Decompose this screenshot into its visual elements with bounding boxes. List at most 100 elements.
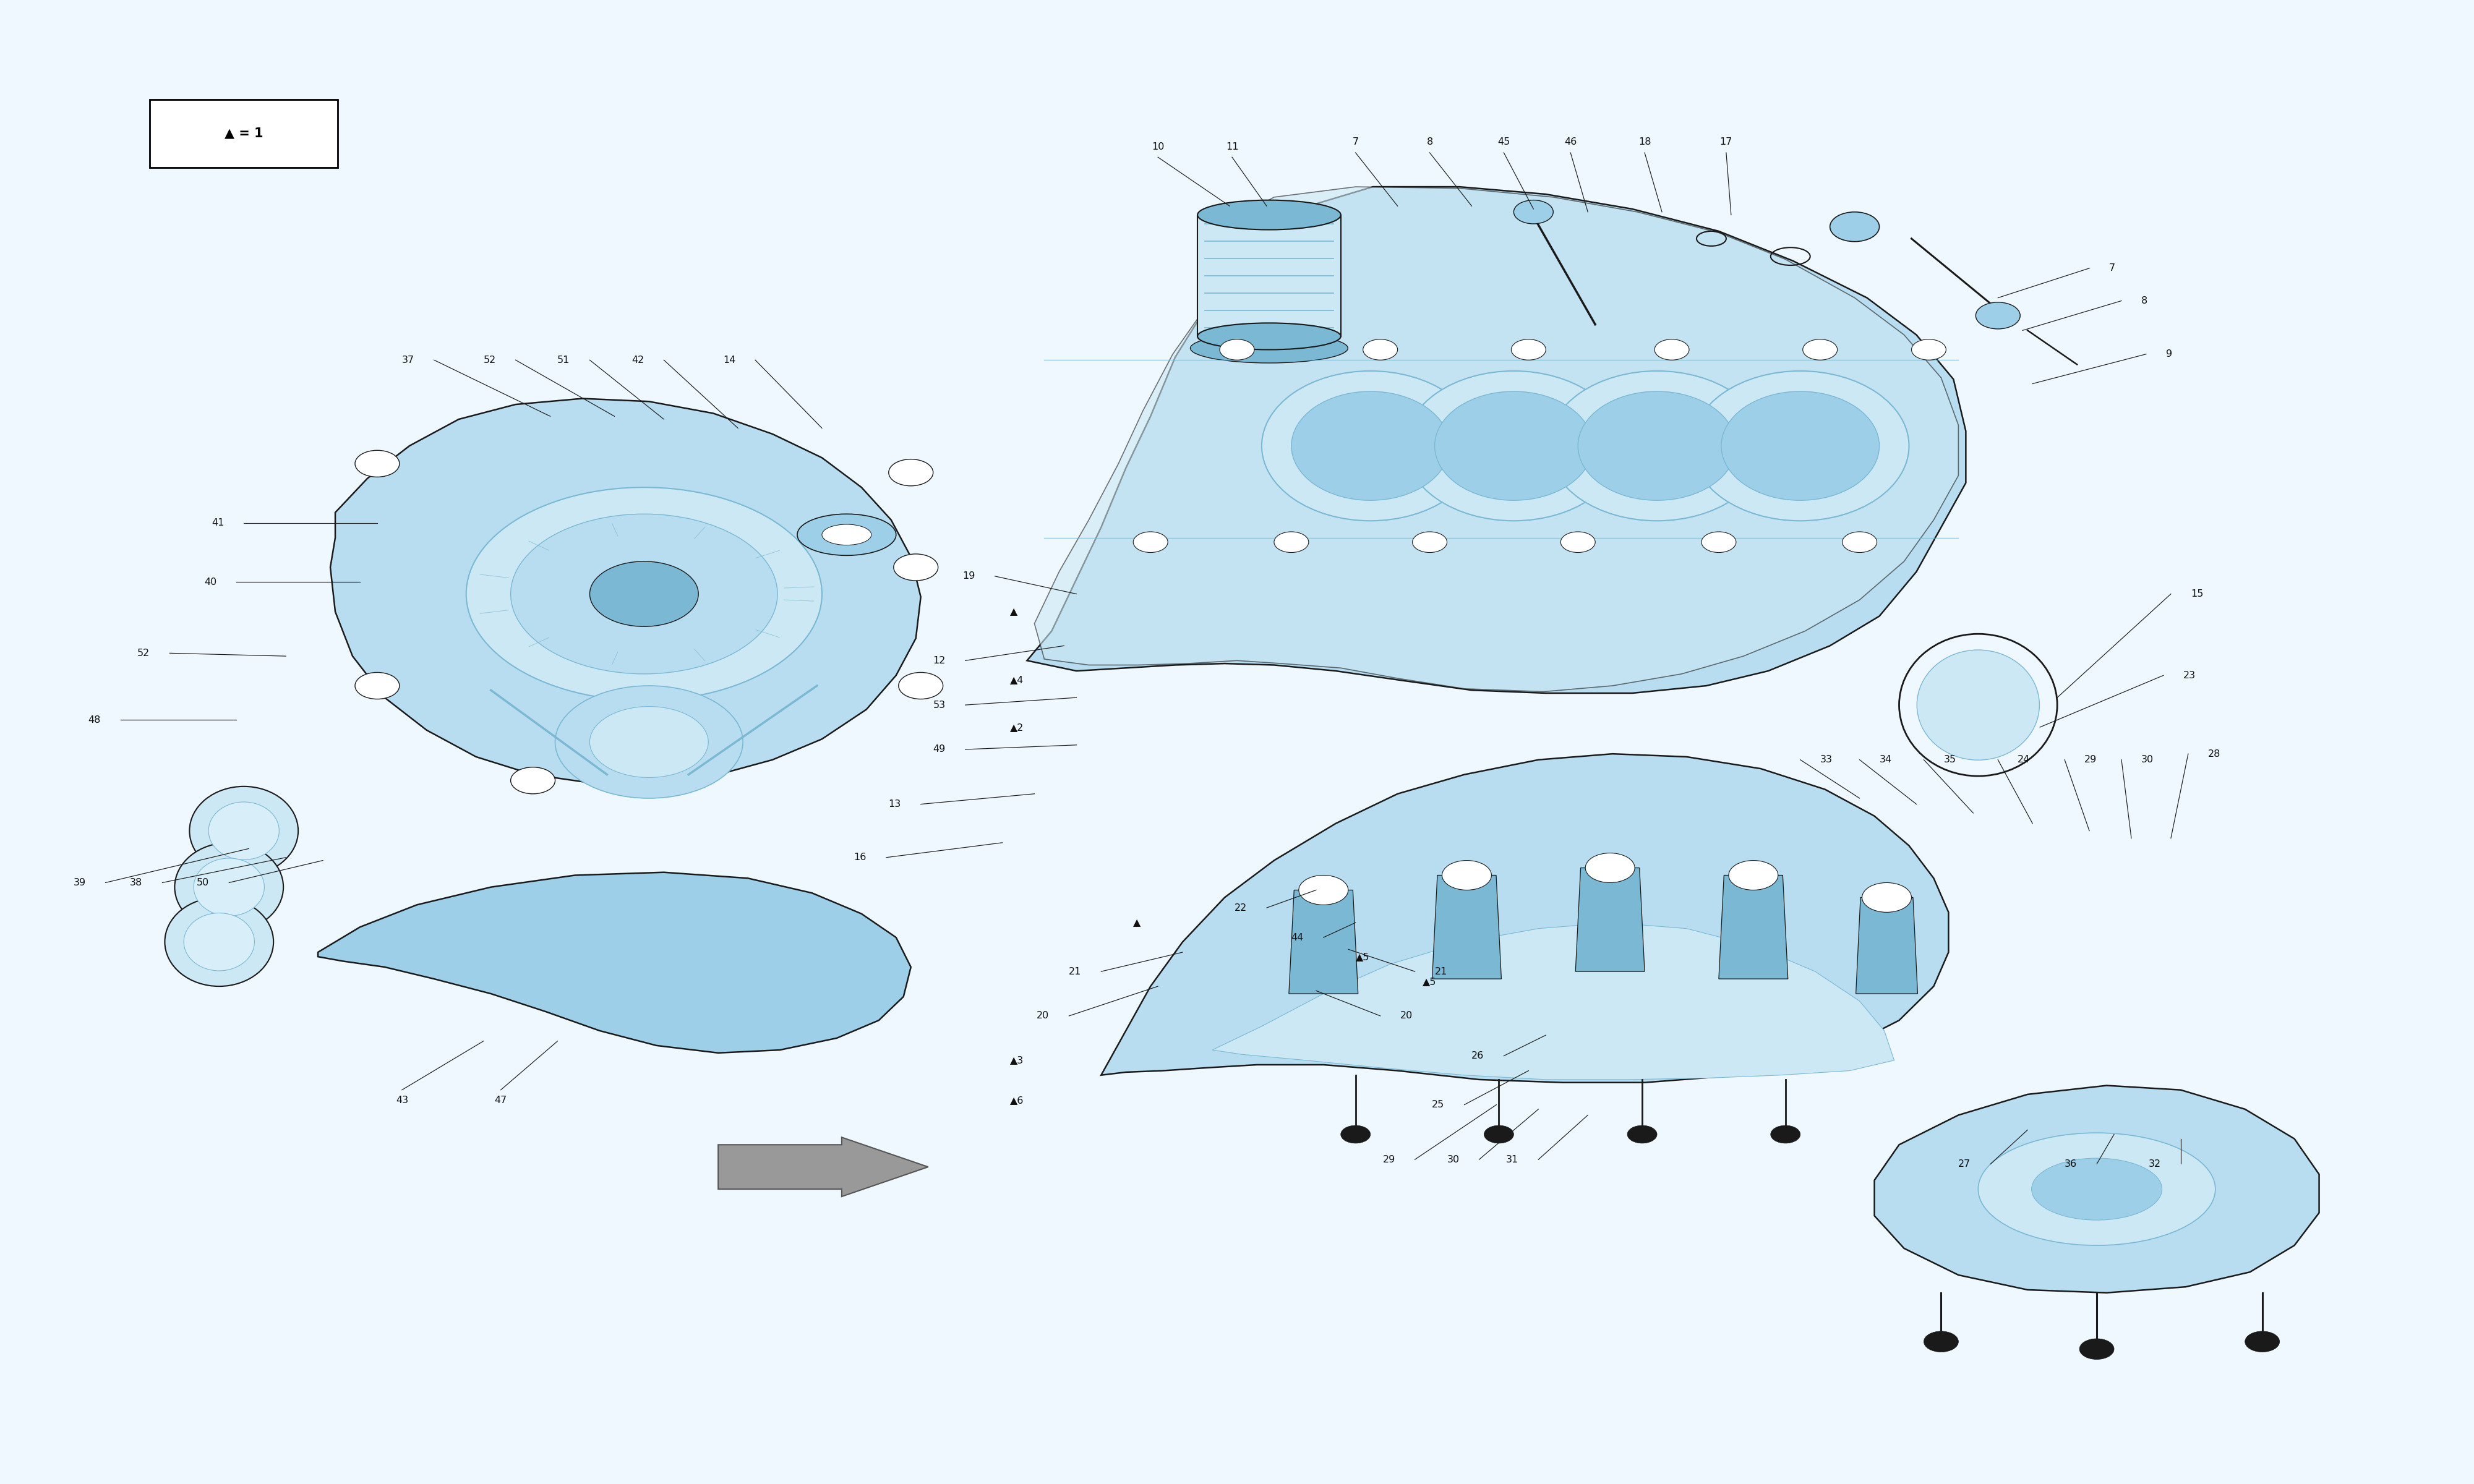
Circle shape bbox=[1912, 340, 1947, 361]
Circle shape bbox=[1655, 340, 1690, 361]
Ellipse shape bbox=[1435, 392, 1593, 500]
Ellipse shape bbox=[1190, 334, 1348, 364]
Polygon shape bbox=[1289, 890, 1358, 994]
Text: 8: 8 bbox=[2140, 297, 2147, 306]
Ellipse shape bbox=[1578, 392, 1737, 500]
Text: 41: 41 bbox=[210, 518, 225, 527]
Circle shape bbox=[2244, 1331, 2279, 1352]
Text: 30: 30 bbox=[2140, 755, 2155, 764]
Circle shape bbox=[1729, 861, 1779, 890]
Text: 31: 31 bbox=[1507, 1155, 1519, 1163]
Text: 39: 39 bbox=[74, 879, 87, 887]
Text: 32: 32 bbox=[2147, 1159, 2160, 1168]
Ellipse shape bbox=[1979, 1132, 2214, 1245]
Circle shape bbox=[510, 767, 554, 794]
Polygon shape bbox=[1027, 187, 1967, 693]
Text: 29: 29 bbox=[1383, 1155, 1395, 1163]
Circle shape bbox=[1512, 340, 1546, 361]
Ellipse shape bbox=[1549, 371, 1766, 521]
Circle shape bbox=[1363, 340, 1398, 361]
Polygon shape bbox=[1212, 923, 1895, 1079]
Text: 18: 18 bbox=[1638, 138, 1650, 147]
Text: 49: 49 bbox=[933, 745, 945, 754]
Circle shape bbox=[1863, 883, 1912, 913]
Text: 8: 8 bbox=[1427, 138, 1432, 147]
Text: 52: 52 bbox=[139, 649, 151, 657]
Text: ▲4: ▲4 bbox=[1009, 675, 1024, 684]
Ellipse shape bbox=[190, 787, 299, 876]
Ellipse shape bbox=[1722, 392, 1880, 500]
Text: ▲5: ▲5 bbox=[1356, 953, 1371, 962]
Polygon shape bbox=[319, 873, 910, 1054]
Ellipse shape bbox=[208, 801, 280, 859]
Circle shape bbox=[888, 459, 933, 485]
Polygon shape bbox=[332, 399, 920, 784]
Text: 10: 10 bbox=[1150, 142, 1165, 151]
Ellipse shape bbox=[176, 843, 285, 932]
Text: 28: 28 bbox=[2207, 749, 2222, 758]
Text: 7: 7 bbox=[1353, 138, 1358, 147]
Ellipse shape bbox=[166, 898, 275, 987]
Circle shape bbox=[1514, 200, 1554, 224]
Circle shape bbox=[1977, 303, 2021, 329]
Text: 21: 21 bbox=[1069, 968, 1081, 976]
Circle shape bbox=[1133, 531, 1168, 552]
Ellipse shape bbox=[1262, 371, 1479, 521]
Circle shape bbox=[354, 672, 398, 699]
Text: 36: 36 bbox=[2063, 1159, 2078, 1168]
Circle shape bbox=[1804, 340, 1838, 361]
Circle shape bbox=[1299, 876, 1348, 905]
Circle shape bbox=[1702, 531, 1737, 552]
Text: 40: 40 bbox=[205, 577, 218, 586]
Polygon shape bbox=[1719, 876, 1789, 979]
Text: 29: 29 bbox=[2086, 755, 2098, 764]
Circle shape bbox=[1413, 531, 1447, 552]
Text: 27: 27 bbox=[1959, 1159, 1972, 1168]
Ellipse shape bbox=[1917, 650, 2039, 760]
Polygon shape bbox=[1875, 1085, 2318, 1293]
Text: 21: 21 bbox=[1435, 968, 1447, 976]
Circle shape bbox=[1628, 1125, 1658, 1143]
Text: 44: 44 bbox=[1291, 933, 1304, 942]
Text: 35: 35 bbox=[1945, 755, 1957, 764]
Circle shape bbox=[893, 554, 938, 580]
Text: 30: 30 bbox=[1447, 1155, 1460, 1163]
Circle shape bbox=[1831, 212, 1880, 242]
Circle shape bbox=[2081, 1339, 2115, 1359]
Polygon shape bbox=[1856, 898, 1917, 994]
Text: 50: 50 bbox=[198, 879, 210, 887]
Ellipse shape bbox=[193, 858, 265, 916]
Text: 33: 33 bbox=[1821, 755, 1833, 764]
Bar bbox=[1197, 215, 1341, 337]
Ellipse shape bbox=[1291, 392, 1450, 500]
Ellipse shape bbox=[1405, 371, 1623, 521]
Ellipse shape bbox=[797, 513, 896, 555]
Circle shape bbox=[1561, 531, 1596, 552]
Text: 37: 37 bbox=[401, 355, 413, 365]
Ellipse shape bbox=[2031, 1158, 2162, 1220]
Text: 52: 52 bbox=[482, 355, 495, 365]
Circle shape bbox=[554, 686, 742, 798]
Text: 12: 12 bbox=[933, 656, 945, 665]
Text: ▲: ▲ bbox=[1133, 919, 1141, 927]
Circle shape bbox=[354, 450, 398, 476]
Text: 15: 15 bbox=[2189, 589, 2204, 598]
Text: 38: 38 bbox=[131, 879, 143, 887]
Text: 22: 22 bbox=[1235, 904, 1247, 913]
Text: ▲5: ▲5 bbox=[1423, 976, 1435, 987]
Text: ▲: ▲ bbox=[1009, 607, 1017, 616]
Circle shape bbox=[1442, 861, 1492, 890]
Circle shape bbox=[1484, 1125, 1514, 1143]
Text: 46: 46 bbox=[1564, 138, 1576, 147]
Text: 13: 13 bbox=[888, 800, 901, 809]
Circle shape bbox=[1586, 853, 1635, 883]
Ellipse shape bbox=[1197, 200, 1341, 230]
Text: ▲3: ▲3 bbox=[1009, 1055, 1024, 1066]
Text: 23: 23 bbox=[2182, 671, 2194, 680]
Text: 45: 45 bbox=[1497, 138, 1509, 147]
Text: ▲ = 1: ▲ = 1 bbox=[225, 128, 262, 139]
Text: 43: 43 bbox=[396, 1095, 408, 1106]
Circle shape bbox=[1220, 340, 1254, 361]
Text: 9: 9 bbox=[2165, 349, 2172, 359]
Circle shape bbox=[1274, 531, 1309, 552]
